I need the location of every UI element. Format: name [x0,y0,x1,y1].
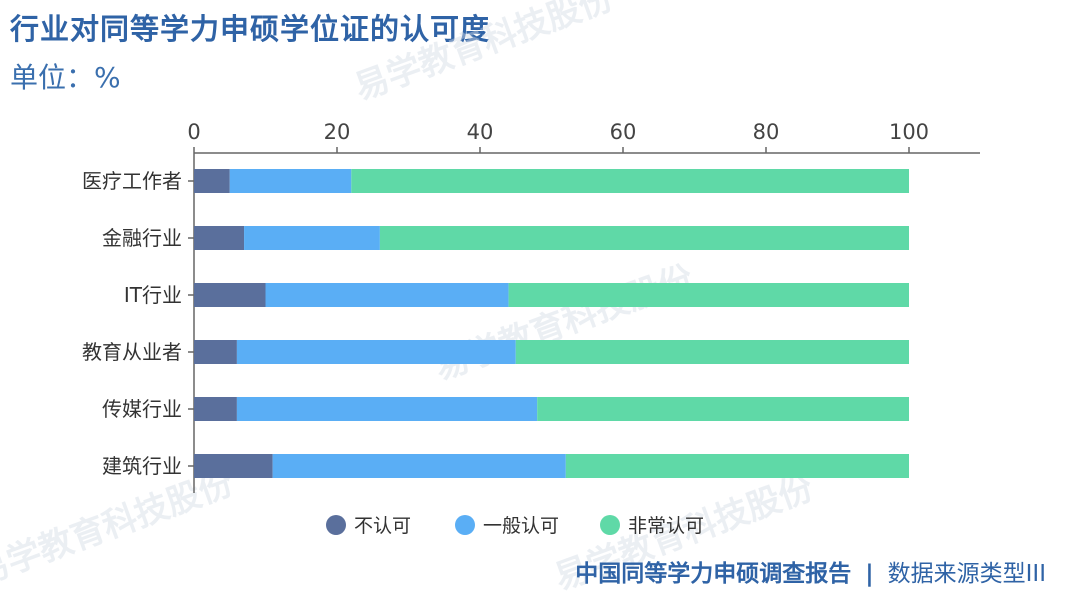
x-tick-label: 20 [324,120,351,144]
category-label: 金融行业 [102,226,182,250]
bar-segment [194,454,273,478]
x-tick-label: 80 [753,120,780,144]
bar-layer [194,169,909,478]
footer-source: 数据来源类型III [887,561,1046,587]
category-label: IT行业 [124,283,182,307]
chart-title: 行业对同等学力申硕学位证的认可度 [10,12,491,46]
legend-marker [455,515,475,535]
category-label: 医疗工作者 [82,169,182,193]
bar-segment [194,340,237,364]
legend-label: 非常认可 [628,515,704,537]
watermark-text: 易学教育科技股份 [429,258,698,389]
footer: 中国同等学力申硕调查报告 | 数据来源类型III [575,554,1046,588]
bar-segment [244,226,380,250]
bar-segment [236,397,538,421]
watermark-text: 易学教育科技股份 [349,0,618,108]
legend-label: 一般认可 [483,515,559,537]
bar-segment [515,340,909,364]
x-tick-label: 60 [610,120,637,144]
x-tick-label: 0 [187,120,200,144]
bar-segment [508,283,909,307]
bar-segment [565,454,909,478]
legend: 不认可 一般认可 非常认可 [326,515,704,537]
footer-report: 中国同等学力申硕调查报告 [575,561,852,587]
bar-segment [265,283,509,307]
bar-segment [194,283,266,307]
footer-separator: | [865,561,874,587]
bar-segment [351,169,909,193]
bar-segment [229,169,352,193]
bar-segment [194,169,230,193]
bar-segment [194,397,237,421]
category-label: 传媒行业 [102,397,182,421]
bar-segment [537,397,909,421]
watermark-text: 易学教育科技股份 [0,463,239,594]
x-axis: 0 20 40 60 80 100 [187,120,980,493]
category-label: 教育从业者 [82,340,182,364]
bar-segment [236,340,516,364]
unit-label: 单位：% [10,61,121,94]
legend-marker [600,515,620,535]
bar-segment [379,226,909,250]
x-tick-label: 40 [467,120,494,144]
x-tick-label: 100 [889,120,929,144]
legend-label: 不认可 [354,515,411,537]
category-label: 建筑行业 [102,454,182,478]
legend-marker [326,515,346,535]
bar-segment [272,454,566,478]
bar-segment [194,226,245,250]
